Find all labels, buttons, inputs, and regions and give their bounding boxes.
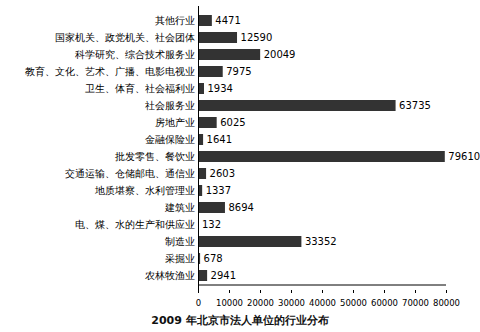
svg-text:其他行业: 其他行业 xyxy=(155,15,195,26)
svg-text:60000: 60000 xyxy=(371,298,398,308)
svg-text:7975: 7975 xyxy=(226,66,251,77)
svg-text:社会服务业: 社会服务业 xyxy=(145,100,195,111)
svg-text:20000: 20000 xyxy=(247,298,274,308)
svg-text:678: 678 xyxy=(204,253,223,264)
svg-text:2603: 2603 xyxy=(210,168,235,179)
html-text:2009 年北京市法人单位的行业分布: 2009 年北京市法人单位的行业分布 xyxy=(151,314,329,327)
svg-text:采掘业: 采掘业 xyxy=(165,253,195,264)
svg-text:电、煤、水的生产和供应业: 电、煤、水的生产和供应业 xyxy=(75,219,195,230)
svg-text:8694: 8694 xyxy=(228,202,253,213)
svg-text:132: 132 xyxy=(202,219,221,230)
svg-text:交通运输、仓储邮电、通信业: 交通运输、仓储邮电、通信业 xyxy=(65,168,195,179)
svg-text:80000: 80000 xyxy=(433,298,460,308)
svg-text:40000: 40000 xyxy=(309,298,336,308)
svg-text:1337: 1337 xyxy=(206,185,231,196)
svg-text:2941: 2941 xyxy=(211,270,236,281)
svg-text:国家机关、政党机关、社会团体: 国家机关、政党机关、社会团体 xyxy=(55,32,195,43)
svg-text:房地产业: 房地产业 xyxy=(155,117,195,128)
svg-text:制造业: 制造业 xyxy=(165,236,195,247)
svg-text:33352: 33352 xyxy=(305,236,337,247)
svg-text:卫生、体育、社会福利业: 卫生、体育、社会福利业 xyxy=(85,83,195,94)
svg-text:79610: 79610 xyxy=(448,151,480,162)
svg-text:科学研究、综合技术服务业: 科学研究、综合技术服务业 xyxy=(75,49,195,60)
svg-text:20049: 20049 xyxy=(264,49,296,60)
svg-text:12590: 12590 xyxy=(241,32,273,43)
svg-text:金融保险业: 金融保险业 xyxy=(145,134,195,145)
svg-text:教育、文化、艺术、广播、电影电视业: 教育、文化、艺术、广播、电影电视业 xyxy=(25,66,195,77)
svg-text:6025: 6025 xyxy=(220,117,245,128)
svg-text:地质堪察、水利管理业: 地质堪察、水利管理业 xyxy=(94,185,195,196)
svg-text:0: 0 xyxy=(196,298,201,308)
svg-text:建筑业: 建筑业 xyxy=(164,202,195,213)
svg-text:批发零售、餐饮业: 批发零售、餐饮业 xyxy=(115,151,195,162)
svg-text:1934: 1934 xyxy=(207,83,232,94)
svg-text:农林牧渔业: 农林牧渔业 xyxy=(145,270,195,281)
svg-text:4471: 4471 xyxy=(215,15,240,26)
svg-text:70000: 70000 xyxy=(402,298,429,308)
svg-text:63735: 63735 xyxy=(399,100,431,111)
svg-text:10000: 10000 xyxy=(216,298,243,308)
svg-text:50000: 50000 xyxy=(340,298,367,308)
svg-text:30000: 30000 xyxy=(278,298,305,308)
svg-text:1641: 1641 xyxy=(207,134,232,145)
